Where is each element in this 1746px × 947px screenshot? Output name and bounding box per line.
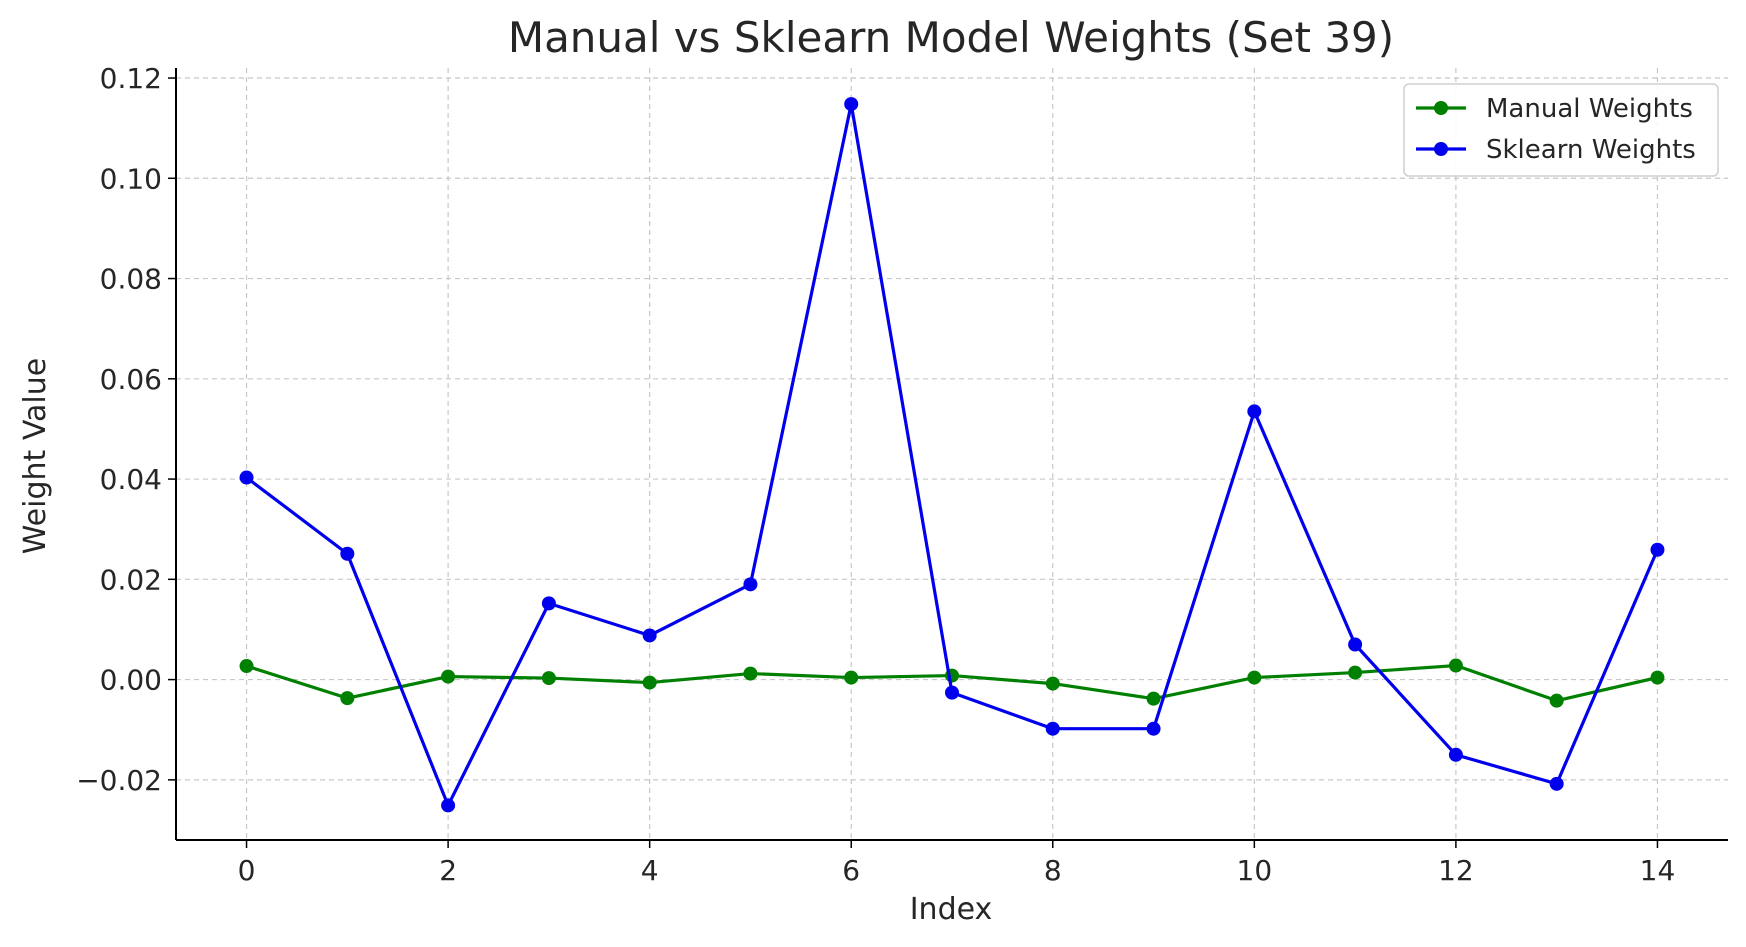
series-line [245,102,1659,808]
data-point [743,577,758,592]
tick-labels: 0 2 4 6 8 10 12 14 −0.02 0.00 0.02 0.04 0.06 0.08 0.10… [76,62,1675,887]
x-tick-label: 14 [1640,854,1676,887]
grid [176,68,1728,840]
x-tick-label: 8 [1044,854,1062,887]
data-point [340,546,355,561]
y-tick-label: −0.02 [76,764,162,797]
data-point [642,628,657,643]
data-point [541,596,556,611]
data-point [642,675,657,690]
x-tick-label: 6 [842,854,860,887]
data-point [1650,670,1665,685]
legend-label: Manual Weights [1486,94,1693,124]
data-point [1146,691,1161,706]
x-axis-label: Index [910,892,993,927]
data-point [1045,676,1060,691]
x-tick-label: 10 [1237,854,1273,887]
y-tick-label: 0.08 [100,263,162,296]
data-point [1348,665,1363,680]
y-tick-label: 0.00 [100,664,162,697]
series-layer [239,97,1665,813]
x-tick-label: 0 [238,854,256,887]
axes [175,68,1728,841]
x-tick-label: 2 [439,854,457,887]
chart-title: Manual vs Sklearn Model Weights (Set 39) [508,13,1394,62]
data-point [1549,693,1564,708]
data-point [1348,637,1363,652]
data-point [1650,542,1665,557]
data-point [441,669,456,684]
data-point [844,97,859,112]
series-manual-weights [239,658,1665,708]
y-axis-label: Weight Value [18,358,53,554]
data-point [239,470,254,485]
x-tick-label: 12 [1438,854,1474,887]
y-tick-label: 0.06 [100,363,162,396]
series-sklearn-weights [239,97,1665,813]
legend-entry: Manual Weights [1416,94,1693,124]
data-point [1247,670,1262,685]
y-tick-label: 0.12 [100,62,162,95]
legend: Manual Weights Sklearn Weights [1403,83,1719,177]
data-point [844,670,859,685]
x-tick-label: 4 [641,854,659,887]
legend-marker [1434,142,1448,156]
data-point [945,685,959,700]
data-point [1146,721,1161,736]
legend-marker [1434,101,1448,115]
data-point [1045,721,1060,736]
data-point [1448,747,1463,762]
data-point [239,659,254,674]
data-point [441,798,456,813]
legend-entry: Sklearn Weights [1416,135,1696,165]
data-point [541,671,556,686]
legend-label: Sklearn Weights [1486,135,1696,165]
data-point [340,691,355,706]
legend-box [1403,83,1719,177]
y-tick-label: 0.04 [100,463,162,496]
y-tick-label: 0.02 [100,563,162,596]
y-tick-label: 0.10 [100,162,162,195]
data-point [743,666,758,681]
data-point [1549,776,1564,791]
data-point [1448,658,1463,673]
data-point [1247,404,1262,419]
